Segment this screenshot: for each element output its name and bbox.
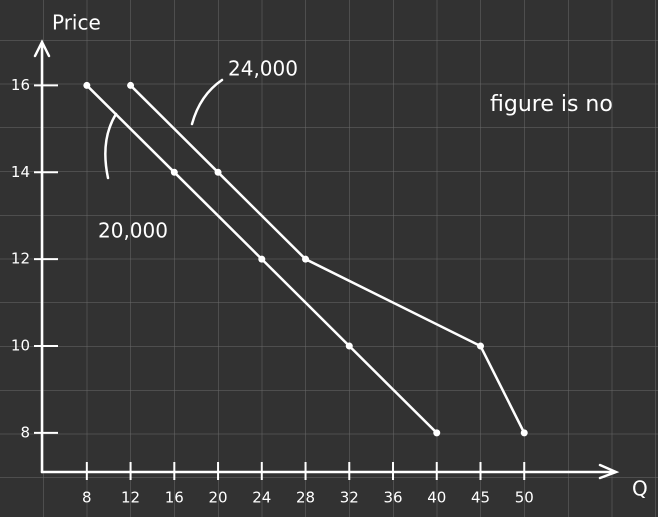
x-tick-label: 24 (252, 489, 271, 507)
y-tick-label: 10 (11, 337, 30, 355)
point (214, 168, 222, 176)
point (345, 342, 353, 350)
pointer (190, 78, 224, 126)
point (302, 255, 310, 263)
y-tick-label: 8 (20, 423, 30, 441)
annotation: 24,000 (228, 57, 298, 81)
annotation: figure is no (490, 92, 613, 117)
y-axis-label: Price (52, 11, 101, 35)
point (520, 429, 528, 437)
y-axis (33, 39, 51, 474)
point (476, 342, 484, 350)
x-tick-label: 36 (383, 489, 402, 507)
x-tick-label: 8 (82, 489, 92, 507)
point (127, 81, 135, 89)
point (83, 81, 91, 89)
x-tick-label: 45 (471, 489, 490, 507)
x-tick-label: 12 (121, 489, 140, 507)
x-axis (40, 463, 620, 480)
y-tick-label: 12 (11, 250, 30, 268)
x-tick-label: 28 (296, 489, 315, 507)
pointer (104, 112, 118, 180)
y-tick-label: 16 (11, 76, 30, 94)
x-axis-label: Q (632, 477, 648, 501)
point (258, 255, 266, 263)
annotation: 20,000 (98, 219, 168, 243)
x-tick-label: 32 (340, 489, 359, 507)
x-tick-label: 20 (209, 489, 228, 507)
x-tick-label: 16 (165, 489, 184, 507)
x-tick-label: 40 (427, 489, 446, 507)
x-tick-label: 50 (515, 489, 534, 507)
y-tick-label: 14 (11, 163, 30, 181)
point (433, 429, 441, 437)
point (170, 168, 178, 176)
